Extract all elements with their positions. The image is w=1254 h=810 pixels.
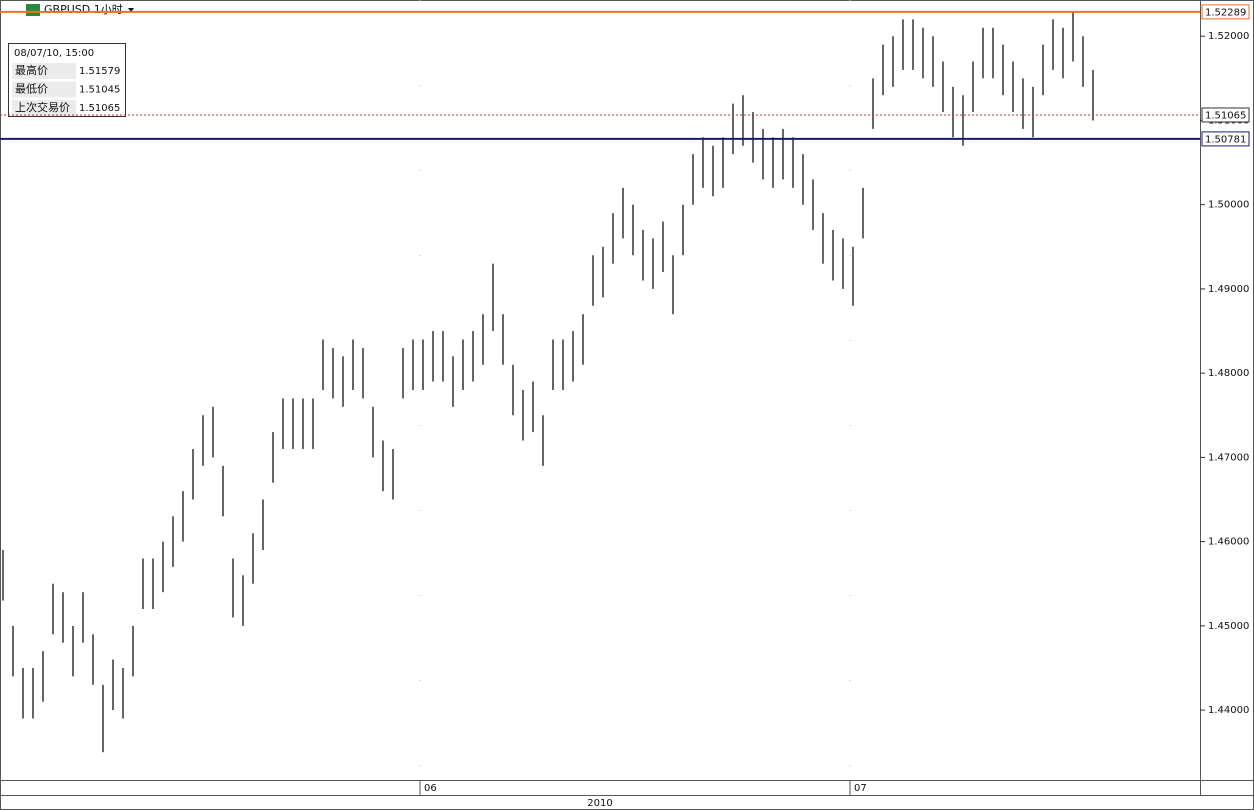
dropdown-arrow[interactable] xyxy=(128,8,134,12)
x-tick-label: 06 xyxy=(424,783,437,794)
info-label: 最低价 xyxy=(15,83,48,96)
info-row-bg xyxy=(12,100,76,116)
info-box: 08/07/10, 15:00 最高价 1.51579 最低价 1.51045 上次交易… xyxy=(8,43,126,117)
y-tick-label: 1.47000 xyxy=(1208,452,1249,463)
info-value: 1.51065 xyxy=(79,103,120,114)
y-tick-label: 1.52000 xyxy=(1208,31,1249,42)
x-tick-label: 07 xyxy=(854,783,867,794)
level-tag xyxy=(1201,131,1250,147)
y-tick-label: 1.48000 xyxy=(1208,368,1249,379)
x-axis-year: 2010 xyxy=(587,798,612,809)
symbol-icon xyxy=(26,4,40,16)
info-label: 上次交易价 xyxy=(15,100,70,114)
info-value: 1.51579 xyxy=(79,66,120,77)
info-value: 1.51045 xyxy=(79,85,120,96)
y-tick-label: 1.49000 xyxy=(1208,284,1249,295)
level-label: 1.52289 xyxy=(1205,7,1246,18)
info-time: 08/07/10, 15:00 xyxy=(14,48,94,59)
y-tick-label: 1.46000 xyxy=(1208,537,1249,548)
info-row-bg xyxy=(12,81,76,98)
y-tick-label: 1.44000 xyxy=(1208,705,1249,716)
level-tag xyxy=(1201,107,1250,123)
level-label: 1.51065 xyxy=(1205,110,1246,121)
info-label: 最高价 xyxy=(15,63,48,77)
y-tick-label: 1.45000 xyxy=(1208,621,1249,632)
chart-title[interactable]: GBPUSD 1小时 xyxy=(44,3,123,16)
level-tag xyxy=(1201,4,1250,20)
level-label: 1.50781 xyxy=(1205,134,1246,145)
info-row-bg xyxy=(12,63,76,79)
y-tick-label: 1.50000 xyxy=(1208,200,1249,211)
